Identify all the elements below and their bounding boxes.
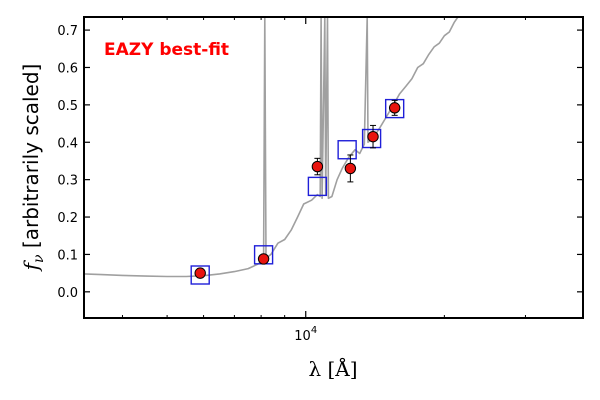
model-flux-square-0 — [190, 265, 210, 285]
observed-flux-point-5 — [388, 102, 401, 114]
model-flux-square-2 — [307, 176, 328, 197]
x-tick-label-base: 10 — [294, 329, 311, 344]
y-tick-label-6: 0.6 — [57, 61, 78, 76]
x-tick-label-exponent: 4 — [311, 325, 317, 336]
x-axis-title: λ [Å] — [308, 356, 357, 381]
axes-layer: 0.0 0.1 0.2 0.3 0.4 0.5 0.6 0.7 104 — [57, 16, 584, 344]
y-tick-label-7: 0.7 — [57, 24, 78, 39]
template-sed-line — [84, 17, 459, 278]
observed-flux-point-4 — [367, 130, 379, 143]
y-axis-title: fν [arbitrarily scaled] — [19, 64, 47, 273]
observed-flux-point-3 — [344, 162, 357, 175]
y-tick-label-1: 0.1 — [57, 248, 78, 263]
y-tick-label-2: 0.2 — [57, 211, 78, 226]
model-flux-square-5 — [384, 98, 405, 119]
plot-frame — [83, 16, 584, 319]
model-flux-square-3 — [337, 140, 357, 160]
observed-flux-point-1 — [257, 253, 270, 265]
y-axis-title-rest: [arbitrarily scaled] — [19, 64, 43, 255]
y-tick-label-0: 0.0 — [57, 286, 78, 301]
annotation-label: EAZY best-fit — [104, 40, 229, 60]
observed-flux-point-0 — [194, 267, 206, 279]
observed-flux-point-2 — [311, 160, 324, 173]
y-tick-label-4: 0.4 — [57, 136, 78, 151]
plot-content — [84, 17, 459, 285]
x-tick-label-0: 104 — [294, 325, 317, 344]
y-tick-label-3: 0.3 — [57, 174, 78, 189]
y-axis-title-nu: ν — [31, 254, 47, 263]
y-tick-label-5: 0.5 — [57, 99, 78, 114]
